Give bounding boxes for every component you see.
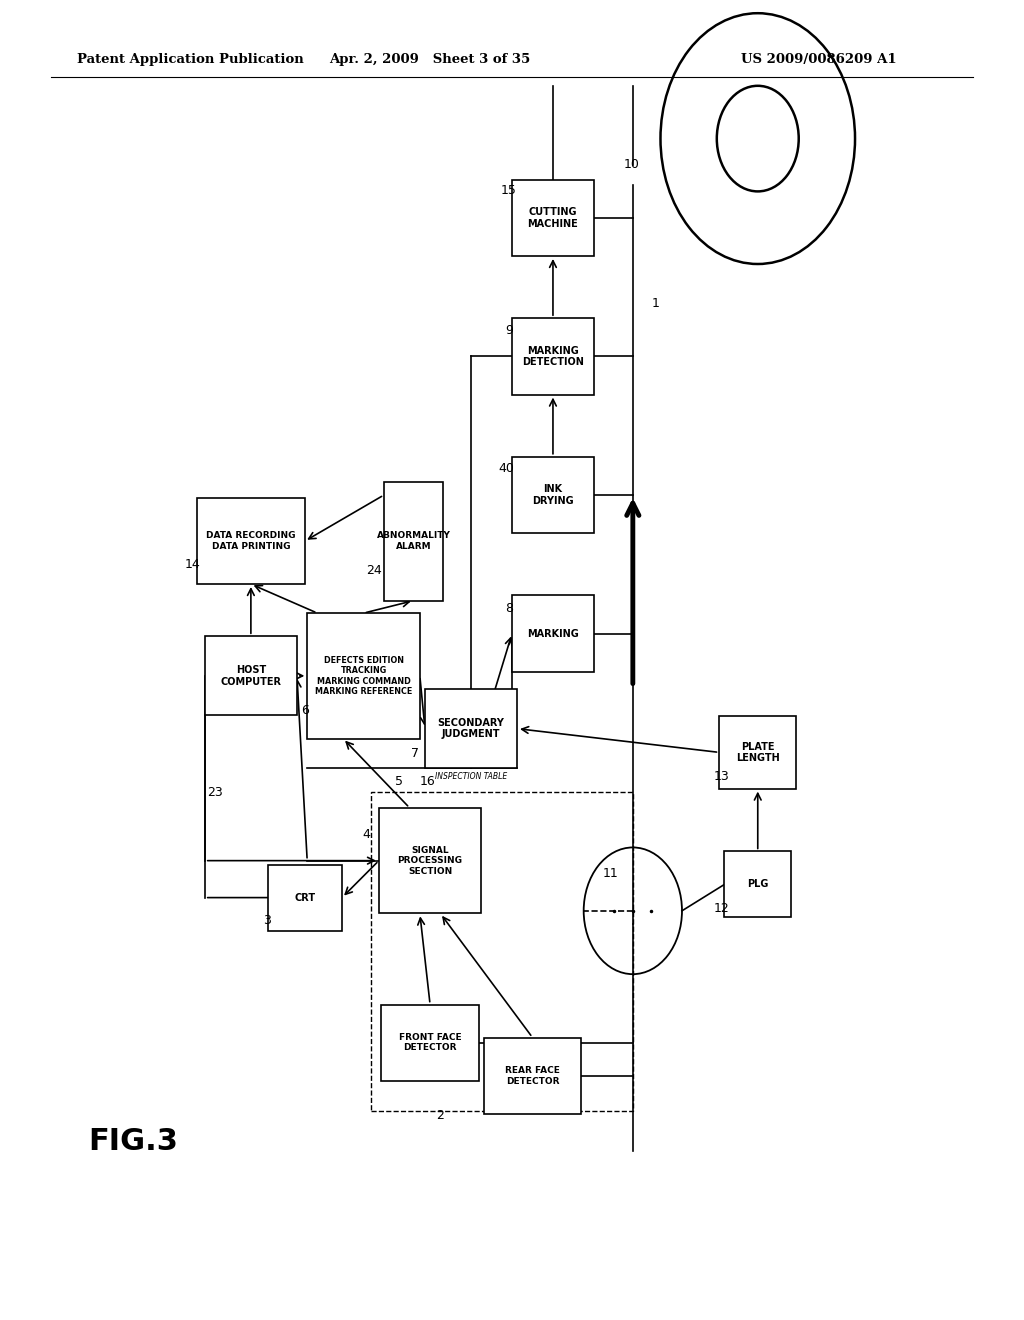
FancyBboxPatch shape <box>484 1038 582 1114</box>
Text: 2: 2 <box>436 1109 444 1122</box>
FancyBboxPatch shape <box>384 482 443 601</box>
Text: 24: 24 <box>366 564 382 577</box>
FancyBboxPatch shape <box>425 689 517 768</box>
Text: 1: 1 <box>651 297 659 310</box>
FancyBboxPatch shape <box>307 612 420 739</box>
Text: CRT: CRT <box>295 892 315 903</box>
FancyBboxPatch shape <box>512 318 594 395</box>
Text: REAR FACE
DETECTOR: REAR FACE DETECTOR <box>505 1067 560 1085</box>
Text: Patent Application Publication: Patent Application Publication <box>77 53 303 66</box>
Text: 14: 14 <box>184 558 201 572</box>
Text: INSPECTION TABLE: INSPECTION TABLE <box>435 772 507 780</box>
Text: 12: 12 <box>714 902 730 915</box>
Text: 16: 16 <box>420 775 436 788</box>
FancyBboxPatch shape <box>268 865 342 931</box>
FancyBboxPatch shape <box>512 595 594 672</box>
Text: 13: 13 <box>714 770 730 783</box>
Text: SECONDARY
JUDGMENT: SECONDARY JUDGMENT <box>437 718 505 739</box>
Text: MARKING: MARKING <box>527 628 579 639</box>
Text: 5: 5 <box>395 775 403 788</box>
Text: ABNORMALITY
ALARM: ABNORMALITY ALARM <box>377 532 451 550</box>
FancyBboxPatch shape <box>512 180 594 256</box>
Text: 3: 3 <box>263 913 271 927</box>
Text: 10: 10 <box>624 158 640 172</box>
Text: 4: 4 <box>362 828 371 841</box>
Text: DATA RECORDING
DATA PRINTING: DATA RECORDING DATA PRINTING <box>206 532 296 550</box>
Text: CUTTING
MACHINE: CUTTING MACHINE <box>527 207 579 228</box>
Text: 23: 23 <box>207 785 223 799</box>
Text: Apr. 2, 2009   Sheet 3 of 35: Apr. 2, 2009 Sheet 3 of 35 <box>330 53 530 66</box>
Text: PLATE
LENGTH: PLATE LENGTH <box>736 742 779 763</box>
Text: 11: 11 <box>602 867 618 880</box>
Text: 6: 6 <box>301 704 309 717</box>
FancyBboxPatch shape <box>205 636 297 715</box>
Text: PLG: PLG <box>748 879 768 890</box>
FancyBboxPatch shape <box>381 1005 479 1081</box>
Text: US 2009/0086209 A1: US 2009/0086209 A1 <box>741 53 897 66</box>
FancyBboxPatch shape <box>379 808 481 913</box>
Text: MARKING
DETECTION: MARKING DETECTION <box>522 346 584 367</box>
Text: FIG.3: FIG.3 <box>88 1127 178 1156</box>
Text: SIGNAL
PROCESSING
SECTION: SIGNAL PROCESSING SECTION <box>397 846 463 875</box>
Text: 40: 40 <box>498 462 514 475</box>
Text: HOST
COMPUTER: HOST COMPUTER <box>220 665 282 686</box>
Text: 7: 7 <box>411 747 419 760</box>
Text: 15: 15 <box>501 183 517 197</box>
FancyBboxPatch shape <box>197 498 305 583</box>
Text: FRONT FACE
DETECTOR: FRONT FACE DETECTOR <box>398 1034 462 1052</box>
FancyBboxPatch shape <box>725 851 791 917</box>
Text: DEFECTS EDITION
TRACKING
MARKING COMMAND
MARKING REFERENCE: DEFECTS EDITION TRACKING MARKING COMMAND… <box>315 656 412 696</box>
Text: 9: 9 <box>505 323 513 337</box>
FancyBboxPatch shape <box>719 715 797 789</box>
Text: 8: 8 <box>505 602 513 615</box>
FancyBboxPatch shape <box>512 457 594 533</box>
Text: INK
DRYING: INK DRYING <box>532 484 573 506</box>
